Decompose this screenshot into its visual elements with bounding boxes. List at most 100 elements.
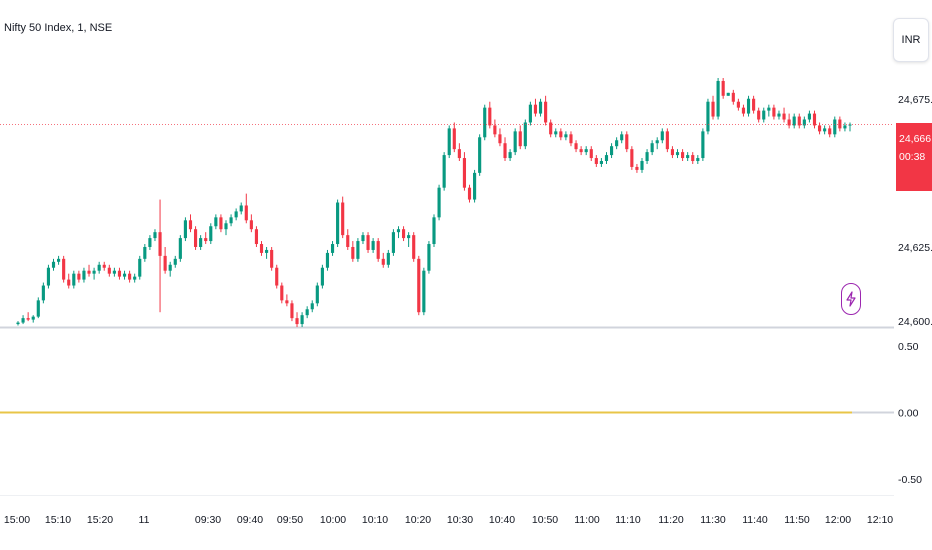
- candle: [483, 104, 487, 141]
- candle: [381, 252, 385, 268]
- alert-button[interactable]: [841, 283, 861, 315]
- candle: [21, 315, 25, 325]
- candle: [219, 214, 223, 233]
- candle: [67, 273, 71, 289]
- candle: [107, 264, 111, 277]
- candle: [848, 122, 852, 132]
- candle: [746, 95, 751, 117]
- candle: [36, 297, 40, 319]
- time-tick-label: 15:00: [4, 514, 30, 526]
- candle: [163, 246, 167, 274]
- candle: [630, 146, 634, 170]
- lightning-icon: [846, 291, 856, 307]
- candle: [432, 214, 436, 247]
- candle: [92, 267, 96, 280]
- candle: [564, 131, 568, 141]
- price-tick-label: 24,625.00: [898, 242, 932, 254]
- candle: [513, 128, 517, 156]
- candle: [797, 113, 801, 129]
- candle: [670, 146, 675, 159]
- candle: [589, 146, 593, 162]
- time-axis[interactable]: 15:00 15:10 15:20 11 09:30 09:40 09:50 10:00 10:…: [4, 514, 893, 526]
- candle: [549, 119, 553, 138]
- candle: [828, 125, 832, 138]
- candle: [249, 214, 253, 233]
- candle: [625, 131, 629, 153]
- time-tick-label: 09:40: [237, 514, 263, 526]
- candle: [412, 232, 416, 262]
- candle: [128, 270, 132, 283]
- candle: [422, 267, 426, 316]
- candle: [168, 261, 172, 277]
- candle: [503, 137, 507, 162]
- candle: [594, 155, 598, 167]
- candle: [716, 78, 720, 120]
- candle: [51, 258, 56, 271]
- candle: [518, 125, 522, 150]
- candle: [452, 122, 456, 153]
- candle: [244, 193, 248, 224]
- candle: [726, 92, 730, 96]
- candle: [467, 184, 472, 203]
- candle: [188, 214, 193, 233]
- candle: [706, 98, 710, 135]
- candle: [473, 169, 477, 203]
- time-tick-label: 15:20: [87, 514, 113, 526]
- candle: [366, 232, 370, 253]
- candle: [87, 264, 91, 277]
- candle: [807, 110, 811, 123]
- candle: [41, 282, 45, 304]
- oscillator-axis[interactable]: 0.50 0.00 -0.50: [898, 341, 922, 486]
- candle: [686, 152, 690, 162]
- candle: [635, 163, 639, 173]
- candle: [650, 140, 654, 156]
- time-tick-label: 09:50: [277, 514, 303, 526]
- candle: [346, 229, 350, 250]
- candle: [640, 158, 644, 173]
- candle: [57, 255, 61, 265]
- oscillator-tick-label: 0.00: [898, 408, 919, 420]
- candle: [148, 235, 152, 250]
- time-tick-label: 10:20: [405, 514, 431, 526]
- time-tick-label: 10:00: [320, 514, 346, 526]
- candle: [295, 312, 299, 328]
- price-tick-label: 24,600.00: [898, 316, 932, 328]
- candle: [554, 128, 558, 138]
- candle: [731, 89, 735, 105]
- candle: [356, 238, 360, 262]
- candle: [772, 104, 776, 120]
- candle: [173, 255, 177, 268]
- candle: [193, 226, 198, 250]
- candle: [143, 244, 147, 262]
- candle: [767, 104, 771, 117]
- candle: [325, 249, 330, 271]
- last-price-badge: 24,666.30 00:38: [896, 123, 932, 191]
- candle: [660, 128, 664, 144]
- candle: [330, 241, 335, 256]
- time-tick-label: 12:10: [867, 514, 893, 526]
- candle: [46, 264, 51, 289]
- candle: [224, 220, 228, 236]
- candle: [427, 241, 431, 274]
- candle: [102, 261, 106, 271]
- candle: [310, 300, 314, 313]
- candle: [681, 149, 685, 162]
- candle: [300, 312, 304, 328]
- time-tick-label: 09:30: [195, 514, 221, 526]
- candle: [498, 128, 502, 147]
- candle: [579, 146, 583, 156]
- candle: [696, 155, 700, 164]
- candle: [391, 229, 395, 256]
- candle: [320, 264, 324, 289]
- currency-button[interactable]: INR: [893, 18, 929, 62]
- candle: [442, 152, 446, 191]
- candle: [280, 282, 284, 304]
- candle: [508, 149, 512, 162]
- candle: [153, 229, 157, 242]
- candle: [599, 158, 603, 167]
- candle: [259, 241, 264, 256]
- candle: [544, 95, 548, 126]
- candle: [158, 199, 162, 313]
